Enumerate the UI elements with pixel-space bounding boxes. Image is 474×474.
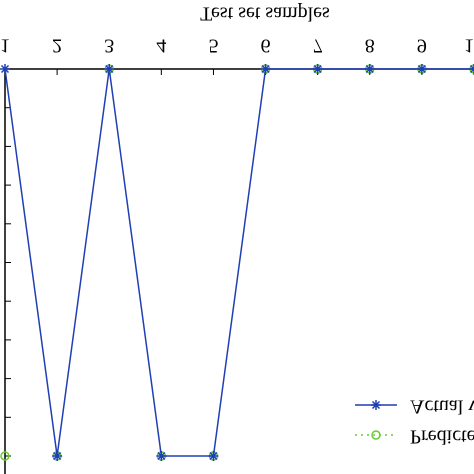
x-tick-label: 9 bbox=[417, 34, 427, 56]
x-tick-label: 10 bbox=[464, 34, 474, 56]
x-tick-label: 6 bbox=[261, 34, 271, 56]
marker bbox=[260, 64, 271, 74]
marker bbox=[156, 451, 167, 461]
marker bbox=[416, 64, 427, 74]
x-tick-label: 8 bbox=[365, 34, 375, 56]
legend-marker bbox=[371, 400, 381, 410]
x-tick-label: 2 bbox=[52, 34, 62, 56]
marker bbox=[364, 64, 375, 74]
series-line bbox=[4, 68, 474, 457]
x-axis-label: Test set samples bbox=[200, 2, 330, 24]
x-tick-label: 3 bbox=[104, 34, 114, 56]
marker bbox=[0, 64, 10, 74]
legend-label: Actual value bbox=[410, 395, 474, 417]
marker bbox=[312, 64, 323, 74]
marker bbox=[208, 451, 219, 461]
x-tick-label: 5 bbox=[208, 34, 218, 56]
x-tick-label: 1 bbox=[0, 34, 10, 56]
marker bbox=[104, 64, 115, 74]
x-tick-label: 7 bbox=[313, 34, 323, 56]
marker bbox=[469, 64, 474, 74]
marker bbox=[52, 451, 63, 461]
legend-marker bbox=[371, 430, 381, 440]
legend-label: Predicted value bbox=[410, 425, 474, 447]
marker bbox=[0, 451, 10, 461]
x-tick-label: 4 bbox=[156, 34, 166, 56]
